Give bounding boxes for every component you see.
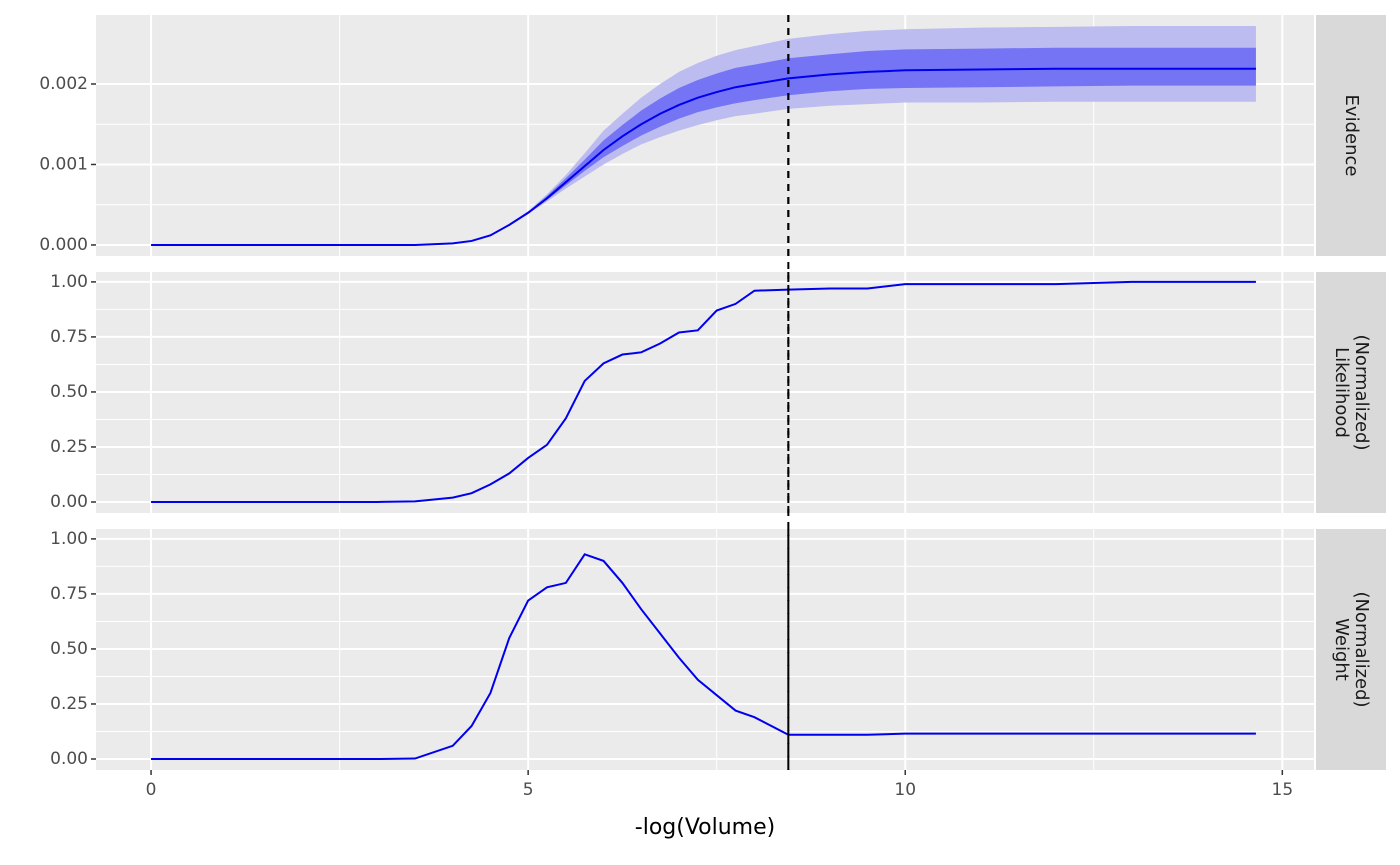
y-tick-label: 0.001 — [39, 154, 88, 174]
y-tick-label: 0.75 — [50, 584, 88, 604]
x-tick-label: 15 — [1272, 780, 1294, 800]
y-tick-label: 0.50 — [50, 639, 88, 659]
y-tick-label: 0.25 — [50, 437, 88, 457]
line — [151, 553, 1256, 760]
strip-label: (Normalized) — [1351, 591, 1372, 707]
strip-label: Likelihood — [1331, 347, 1352, 438]
x-tick-label: 0 — [146, 780, 157, 800]
y-tick-label: 0.75 — [50, 327, 88, 347]
line — [151, 280, 1256, 503]
y-tick-label: 0.000 — [39, 235, 88, 255]
line — [151, 67, 1256, 246]
y-tick-label: 1.00 — [50, 272, 88, 292]
y-tick-label: 0.002 — [39, 74, 88, 94]
y-tick-label: 1.00 — [50, 529, 88, 549]
strip-label: (Normalized) — [1351, 334, 1372, 450]
y-tick-label: 0.00 — [50, 492, 88, 512]
ribbon — [151, 47, 1256, 245]
x-tick-label: 10 — [894, 780, 916, 800]
y-tick-label: 0.00 — [50, 749, 88, 769]
strip-background — [1316, 272, 1386, 513]
x-axis-title: -log(Volume) — [635, 815, 775, 840]
strip-background — [1316, 15, 1386, 256]
y-tick-label: 0.25 — [50, 694, 88, 714]
strip-label: Weight — [1331, 618, 1352, 681]
strip-label: Evidence — [1341, 95, 1362, 177]
x-tick-label: 5 — [523, 780, 534, 800]
strip-background — [1316, 529, 1386, 770]
y-tick-label: 0.50 — [50, 382, 88, 402]
